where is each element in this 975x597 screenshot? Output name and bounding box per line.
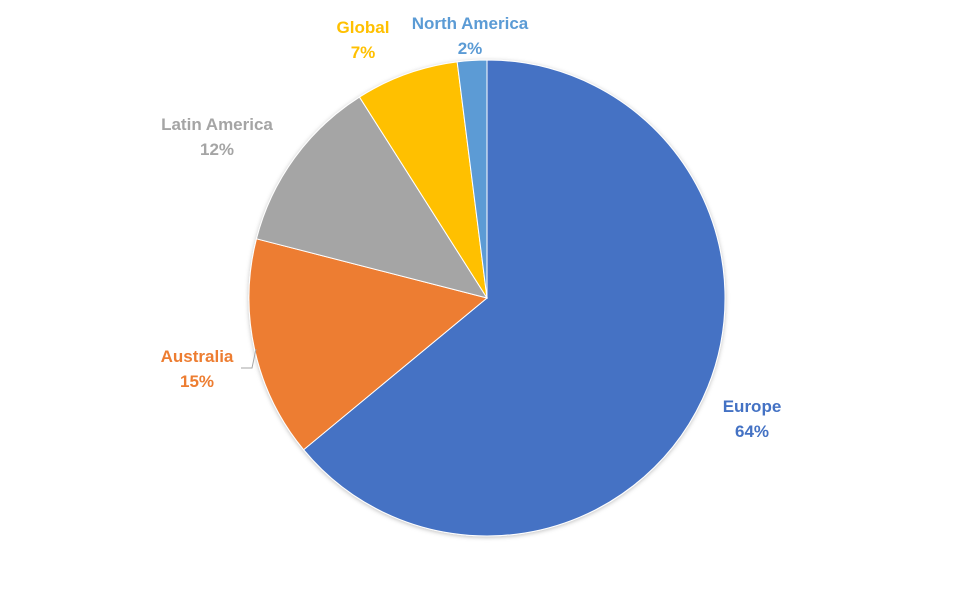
slice-label-global: Global 7% bbox=[337, 18, 390, 62]
slice-percent-label: 64% bbox=[735, 422, 769, 441]
pie-slice-north-america bbox=[456, 59, 488, 299]
pie-slice-latin-america bbox=[255, 96, 489, 299]
pie-slice-global bbox=[358, 61, 488, 299]
slice-label-europe: Europe 64% bbox=[723, 397, 782, 441]
leader-lines bbox=[241, 348, 257, 369]
slice-category-label: Global bbox=[337, 18, 390, 37]
pie-slices bbox=[248, 59, 726, 537]
slice-label-australia: Australia 15% bbox=[161, 347, 234, 391]
slice-percent-label: 15% bbox=[180, 372, 214, 391]
slice-category-label: Latin America bbox=[161, 115, 273, 134]
slice-label-north-america: North America 2% bbox=[412, 14, 529, 58]
slice-category-label: North America bbox=[412, 14, 529, 33]
pie-slice-australia bbox=[248, 238, 489, 451]
slice-percent-label: 7% bbox=[351, 43, 376, 62]
slice-percent-label: 2% bbox=[458, 39, 483, 58]
slice-labels: Europe 64% Australia 15% Latin America 12% Glo… bbox=[161, 14, 782, 441]
slice-label-latin-america: Latin America 12% bbox=[161, 115, 273, 159]
slice-percent-label: 12% bbox=[200, 140, 234, 159]
leader-line-australia bbox=[241, 348, 257, 369]
pie-slice-europe bbox=[302, 59, 726, 537]
slice-category-label: Europe bbox=[723, 397, 782, 416]
slice-category-label: Australia bbox=[161, 347, 234, 366]
